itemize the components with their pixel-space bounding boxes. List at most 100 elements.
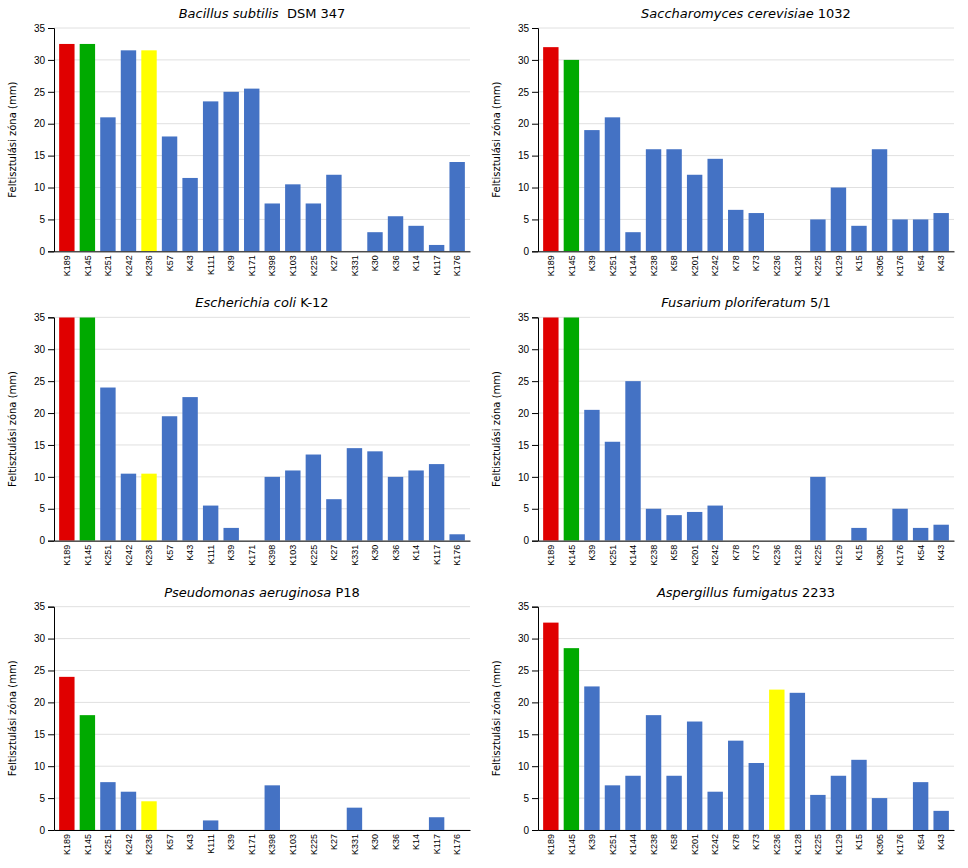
bar (605, 117, 620, 251)
x-tick: K36 (391, 545, 401, 561)
y-tick-label: 20 (518, 408, 530, 419)
grid-line (54, 251, 470, 252)
bar (687, 512, 702, 541)
x-tick-label: K236 (772, 834, 782, 855)
grid-line (538, 766, 954, 767)
bar (749, 540, 764, 541)
tick-mark (48, 445, 54, 446)
y-tick-label: 10 (518, 182, 530, 193)
y-tick: 10 (518, 182, 538, 193)
title-normal: 1032 (814, 6, 851, 21)
tick-mark (532, 219, 538, 220)
x-tick: K331 (350, 545, 360, 566)
bar (851, 528, 866, 541)
grid-line (538, 187, 954, 188)
bar (913, 528, 928, 541)
grid-line (54, 91, 470, 92)
title-italic: Bacillus subtilis (179, 6, 279, 21)
bar (707, 159, 722, 252)
bar (285, 830, 300, 831)
x-tick-label: K117 (432, 545, 442, 565)
x-tick-label: K251 (608, 255, 618, 276)
y-tick: 25 (34, 665, 54, 676)
bar (584, 410, 599, 541)
x-tick: K331 (350, 834, 360, 855)
tick-mark (48, 219, 54, 220)
bar (121, 792, 136, 830)
y-tick: 20 (34, 118, 54, 129)
x-tick: K176 (452, 255, 462, 276)
grid-line (54, 540, 470, 541)
x-tick: K73 (751, 255, 761, 271)
grid-line (54, 508, 470, 509)
x-tick: K39 (587, 255, 597, 271)
bar (749, 213, 764, 251)
x-tick-label: K73 (751, 255, 761, 271)
x-tick-label: K398 (267, 545, 277, 566)
y-tick: 5 (39, 793, 54, 804)
bar (666, 776, 681, 830)
x-tick: K225 (309, 255, 319, 276)
x-tick: K201 (690, 255, 700, 276)
x-tick-label: K39 (587, 834, 597, 850)
axis-line (48, 318, 55, 541)
x-tick: K305 (875, 255, 885, 276)
x-tick: K58 (669, 834, 679, 850)
bar (769, 251, 784, 252)
x-tick: K189 (62, 834, 72, 855)
y-tick: 25 (518, 87, 538, 98)
title: Bacillus subtilis DSM 347 (179, 6, 346, 21)
y-tick-label: 25 (34, 376, 46, 387)
x-tick-label: K171 (247, 834, 257, 855)
x-tick-label: K30 (370, 834, 380, 850)
x-tick: K236 (144, 545, 154, 566)
tick-mark (532, 477, 538, 478)
tick-mark (532, 541, 538, 542)
bar (913, 219, 928, 251)
y-tick: 5 (523, 793, 538, 804)
x-tick-label: K236 (144, 255, 154, 276)
grid-line (54, 638, 470, 639)
x-tick-label: K57 (165, 834, 175, 850)
bar (429, 817, 444, 830)
bar (564, 317, 579, 540)
x-tick: K78 (731, 255, 741, 271)
x-tick-label: K43 (936, 545, 946, 561)
x-tick: K238 (649, 834, 659, 855)
bar (223, 528, 238, 541)
y-tick-label: 10 (518, 761, 530, 772)
bar (265, 203, 280, 251)
y-tick-label: 35 (34, 601, 46, 612)
tick-mark (48, 734, 54, 735)
y-tick: 35 (518, 312, 538, 323)
y-tick-label: 10 (518, 472, 530, 483)
y-tick-label: 35 (34, 23, 46, 34)
tick-mark (532, 830, 538, 831)
x-tick: K43 (936, 834, 946, 850)
grid (538, 317, 954, 540)
x-tick: K305 (875, 834, 885, 855)
x-tick-label: K43 (936, 834, 946, 850)
x-tick: K242 (124, 255, 134, 276)
bar (872, 540, 887, 541)
tick-mark (532, 798, 538, 799)
bar (831, 188, 846, 252)
bar (429, 245, 444, 251)
grid-line (54, 219, 470, 220)
x-tick: K129 (834, 834, 844, 855)
y-tick: 5 (39, 503, 54, 514)
x-tick: K242 (124, 545, 134, 566)
y-tick-label: 25 (518, 376, 530, 387)
x-tick-label: K189 (62, 834, 72, 855)
x-axis: K189K145K251K242K236K57K43K111K39K171K39… (55, 831, 471, 856)
x-tick-label: K145 (567, 545, 577, 566)
tick-mark (48, 509, 54, 510)
x-tick: K30 (370, 834, 380, 850)
y-tick: 30 (518, 344, 538, 355)
x-tick: K78 (731, 834, 741, 850)
y-tick: 30 (518, 55, 538, 66)
x-tick-label: K189 (546, 255, 556, 276)
tick-mark (48, 702, 54, 703)
x-tick: K54 (916, 834, 926, 850)
y-tick-label: 25 (518, 87, 530, 98)
